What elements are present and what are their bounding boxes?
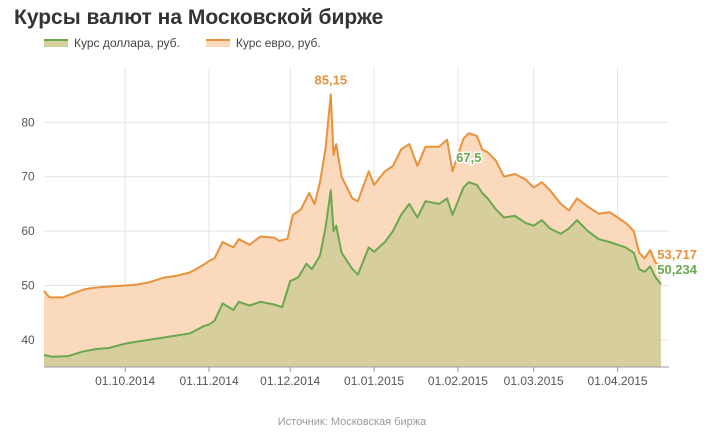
legend-swatch-eur	[205, 39, 230, 47]
x-tick-label-5: 01.03.2015	[504, 374, 564, 388]
series-areas	[44, 94, 661, 368]
y-tick-label-70: 70	[21, 170, 35, 184]
last-label-usd: 50,234	[657, 262, 698, 277]
y-tick-label-60: 60	[21, 224, 35, 238]
legend: Курс доллара, руб. Курс евро, руб.	[44, 36, 321, 50]
series-lines	[43, 93, 662, 358]
x-tick-label-6: 01.04.2015	[588, 374, 648, 388]
x-tick-label-0: 01.10.2014	[95, 374, 155, 388]
legend-label-eur: Курс евро, руб.	[235, 36, 321, 50]
x-tick-label-4: 01.02.2015	[428, 374, 488, 388]
series-line-1	[43, 181, 662, 358]
source-note: Источник: Московская биржа	[277, 416, 427, 428]
x-tick-label-2: 01.12.2014	[260, 374, 320, 388]
legend-label-usd: Курс доллара, руб.	[74, 36, 180, 50]
last-label-eur: 53,717	[657, 247, 697, 262]
legend-item-usd[interactable]: Курс доллара, руб.	[44, 36, 180, 50]
series-area-1	[44, 182, 661, 367]
axes: 40 50 60 70 80 01.10.2014 01.11.2014 01.12.2014…	[21, 115, 669, 388]
x-tick-label-3: 01.01.2015	[344, 374, 404, 388]
legend-item-eur[interactable]: Курс евро, руб.	[205, 36, 321, 50]
y-tick-label-40: 40	[21, 333, 35, 347]
x-tick-label-1: 01.11.2014	[179, 374, 238, 388]
y-tick-label-50: 50	[21, 278, 35, 292]
legend-swatch-usd	[44, 39, 68, 47]
peak-label-usd: 67,5	[456, 150, 481, 165]
peak-label-eur: 85,15	[315, 72, 348, 87]
grid	[44, 68, 669, 367]
series-line-0	[43, 93, 662, 299]
y-tick-label-80: 80	[21, 115, 35, 129]
chart-title: Курсы валют на Московской бирже	[14, 6, 384, 29]
